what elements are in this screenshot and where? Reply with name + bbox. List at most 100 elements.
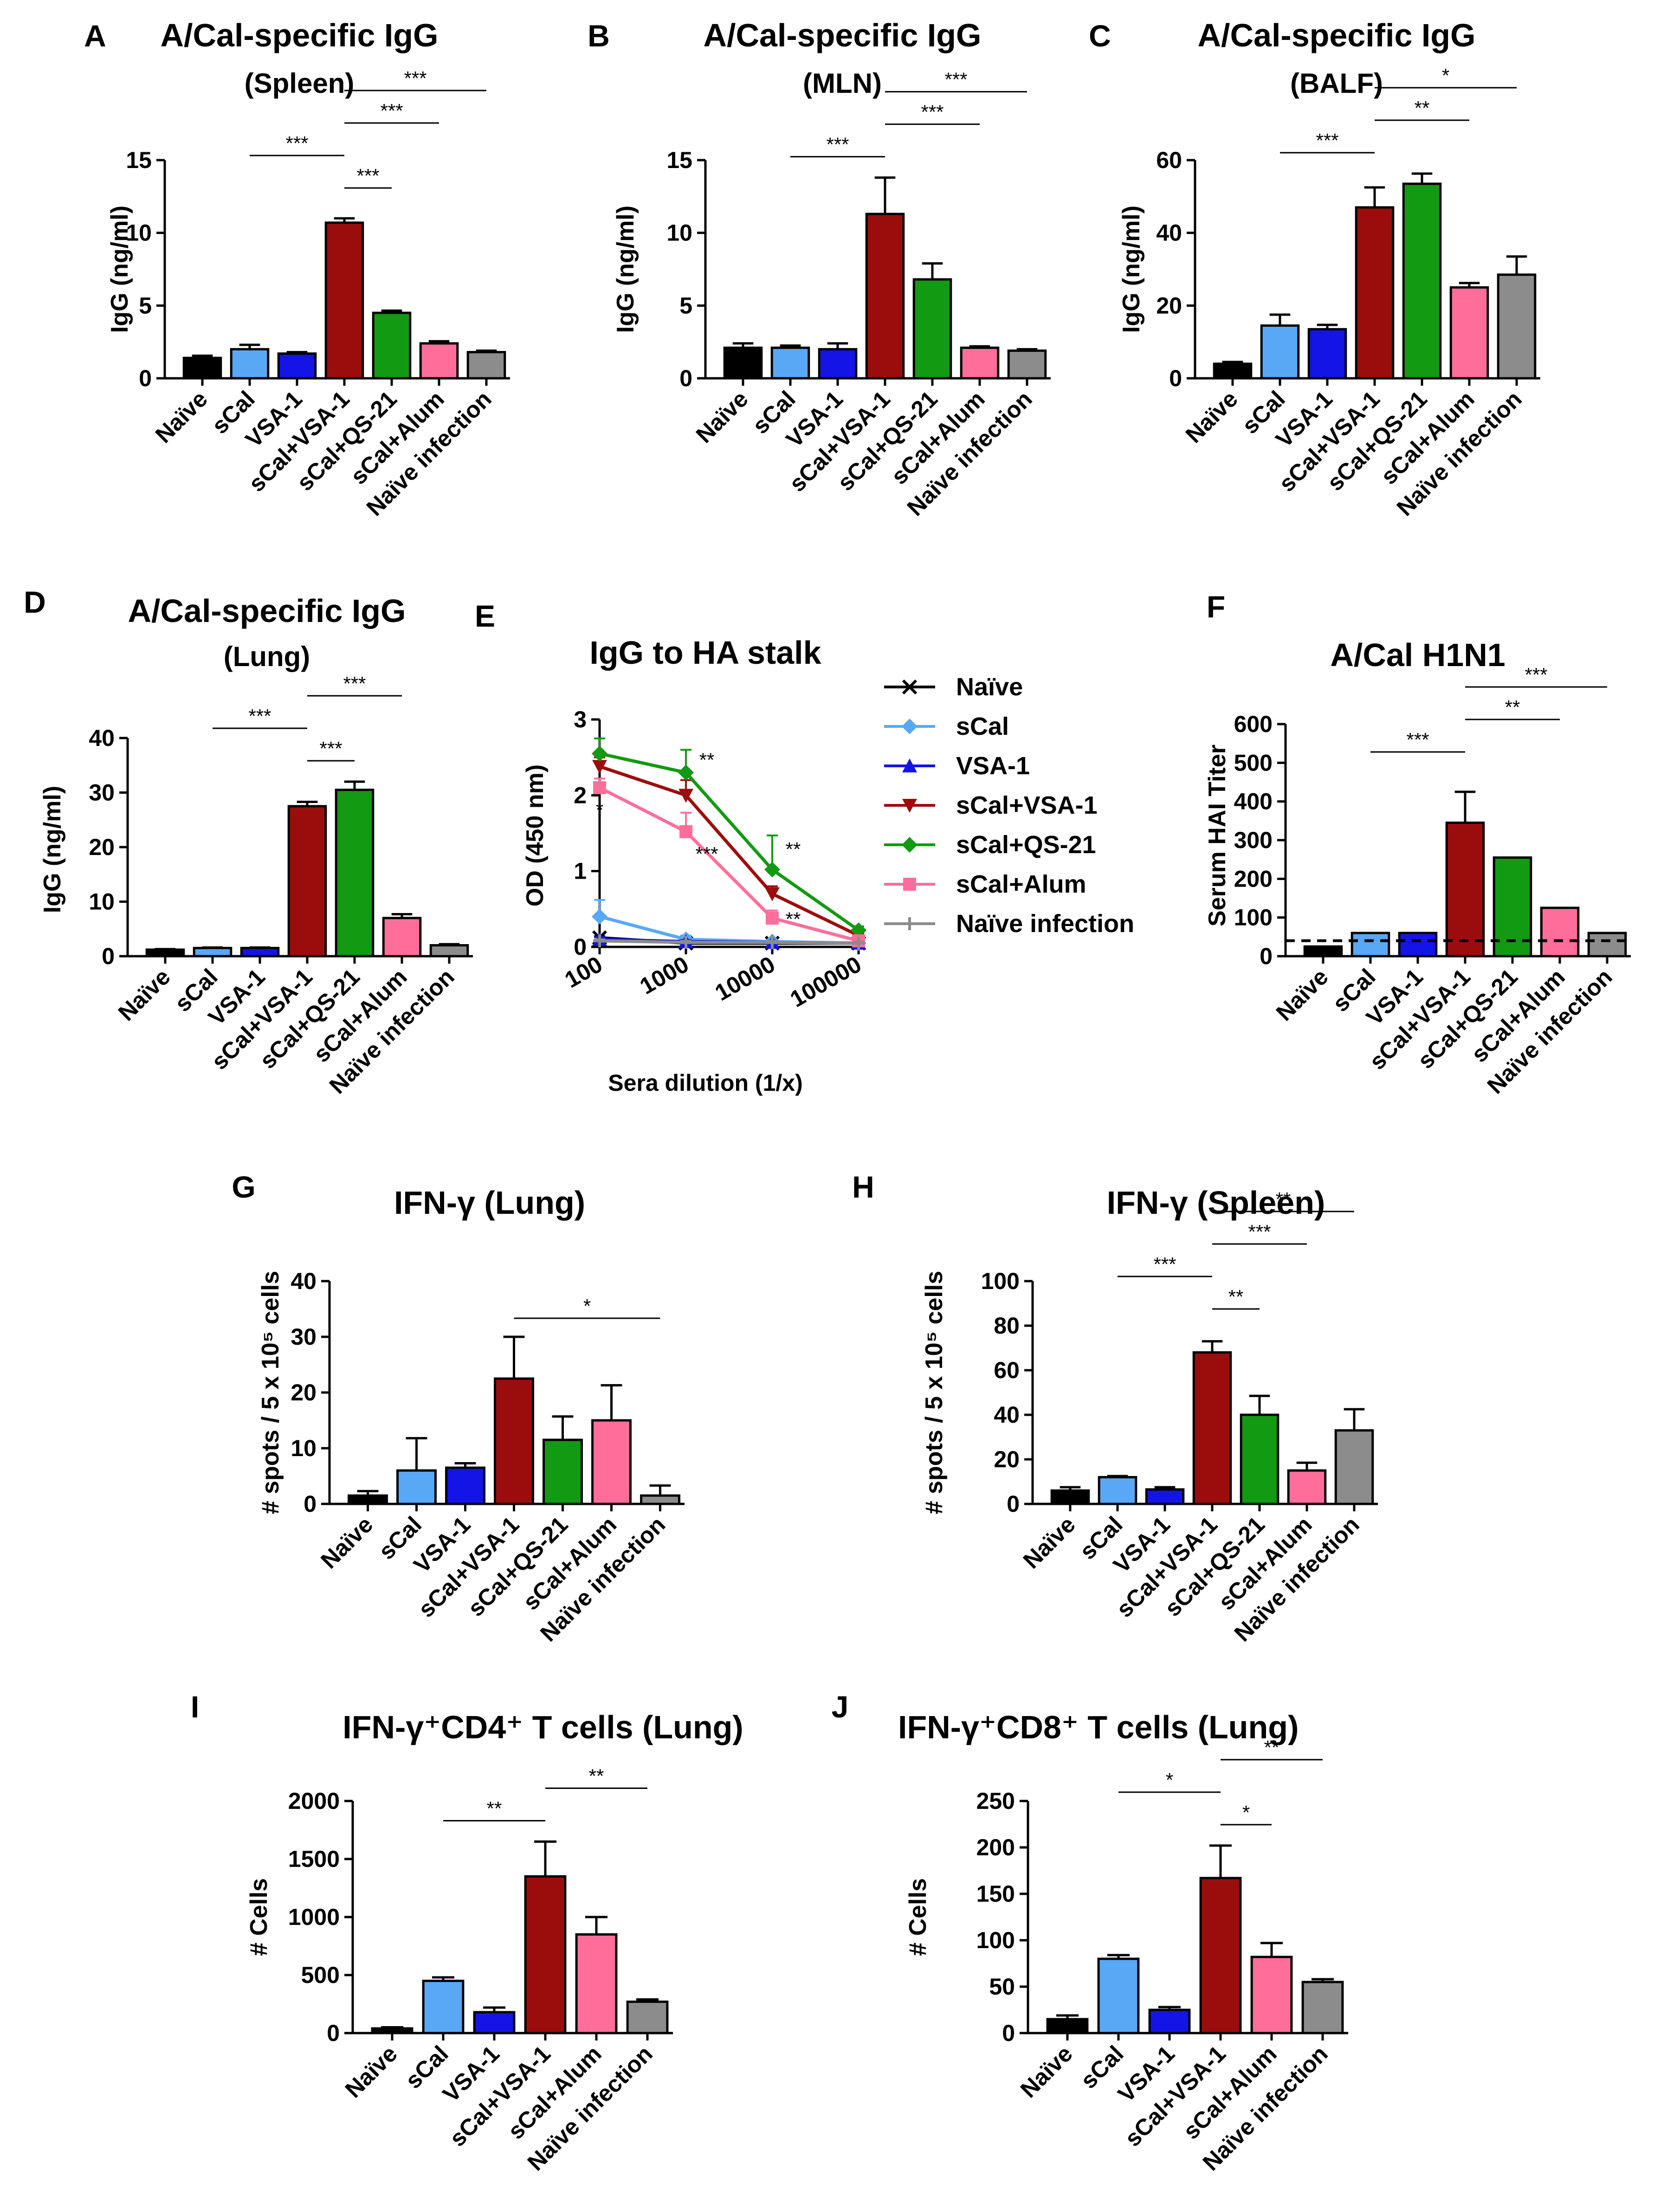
chart-title: A/Cal-specific IgG	[703, 17, 981, 53]
legend-entry: sCal+VSA-1	[884, 791, 1098, 819]
y-tick-label: 500	[301, 1962, 340, 1988]
data-point	[679, 936, 692, 949]
bar	[1287, 1469, 1327, 1505]
y-tick-label: 2	[574, 782, 587, 808]
series	[593, 934, 865, 950]
significance-label: **	[589, 1765, 604, 1787]
bar	[466, 351, 506, 380]
data-point	[903, 917, 916, 930]
bar	[1250, 1956, 1293, 2034]
bar	[543, 1438, 583, 1505]
panel-label: D	[24, 585, 46, 619]
data-point	[902, 719, 918, 734]
data-point	[902, 758, 917, 772]
bar	[865, 213, 905, 380]
bar	[193, 946, 233, 958]
y-tick-label: 30	[89, 780, 115, 806]
bar	[1445, 822, 1485, 958]
y-tick-label: 0	[1260, 943, 1273, 969]
y-axis-label: IgG (ng/ml)	[106, 206, 133, 333]
bar	[1334, 1429, 1374, 1505]
bar	[1192, 1351, 1232, 1505]
panel-label: I	[191, 1690, 199, 1724]
significance-label: **	[1415, 97, 1430, 119]
bar	[1402, 182, 1442, 380]
significance-label: *	[596, 799, 603, 821]
y-tick-label: 15	[666, 147, 692, 173]
bar	[1497, 273, 1537, 380]
significance-label: ***	[380, 100, 403, 122]
y-tick-label: 100	[976, 1927, 1015, 1953]
data-point	[592, 745, 607, 762]
significance-label: **	[1276, 1188, 1291, 1210]
bar	[1398, 932, 1438, 958]
bar	[287, 805, 327, 958]
chart-title: IFN-γ⁺CD8⁺ T cells (Lung)	[898, 1709, 1299, 1745]
significance-label: **	[487, 1798, 502, 1820]
chart-title: A/Cal-specific IgG	[1197, 17, 1475, 53]
bar	[348, 1494, 388, 1505]
panel-label: E	[475, 599, 495, 633]
bar	[591, 1419, 632, 1505]
y-axis-label: IgG (ng/ml)	[1118, 206, 1145, 333]
bar	[473, 2011, 516, 2034]
data-point	[679, 825, 692, 838]
bar	[324, 221, 364, 380]
chart-title: A/Cal-specific IgG	[128, 593, 406, 629]
panel-label: B	[588, 19, 610, 53]
chart-subtitle: (BALF)	[1290, 68, 1383, 99]
panel-label: C	[1089, 19, 1111, 53]
bar	[382, 917, 422, 958]
y-tick-label: 0	[1002, 2020, 1015, 2046]
data-point	[851, 922, 866, 939]
bar	[626, 2001, 669, 2034]
x-axis-label: Sera dilution (1/x)	[608, 1070, 803, 1096]
legend-entry: VSA-1	[884, 752, 1030, 780]
bar	[524, 1875, 567, 2034]
bar	[1260, 324, 1300, 380]
chart-title: IFN-γ (Spleen)	[1107, 1185, 1325, 1221]
y-axis-label: IgG (ng/ml)	[39, 786, 66, 913]
bar	[182, 356, 222, 380]
y-tick-label: 0	[1169, 365, 1182, 391]
significance-label: ***	[343, 673, 366, 694]
legend-label: sCal+QS-21	[956, 831, 1096, 859]
legend-label: sCal	[956, 713, 1009, 740]
y-tick-label: 60	[1156, 147, 1182, 173]
chart-title: IgG to HA stalk	[589, 635, 821, 671]
significance-label: ***	[1316, 130, 1338, 151]
series-line	[599, 786, 859, 943]
panel-label: J	[832, 1690, 849, 1724]
legend-label: Naïve	[956, 673, 1023, 701]
bar	[575, 1933, 618, 2034]
y-tick-label: 20	[994, 1446, 1020, 1472]
legend-entry: sCal	[884, 713, 1009, 740]
bar	[1449, 286, 1489, 380]
legend-entry: Naïve infection	[884, 910, 1134, 938]
bar	[640, 1494, 680, 1505]
significance-label: *	[1242, 1801, 1250, 1823]
y-axis-label: OD (450 nm)	[522, 764, 549, 907]
chart-title: IFN-γ (Lung)	[394, 1185, 585, 1221]
y-axis-label: # spots / 5 x 10⁵ cells	[257, 1271, 284, 1515]
significance-label: ***	[944, 69, 967, 91]
y-tick-label: 100	[1234, 905, 1273, 931]
y-tick-label: 60	[994, 1357, 1020, 1383]
y-tick-label: 1	[574, 858, 587, 884]
y-tick-label: 40	[291, 1268, 317, 1294]
chart-e: E IgG to HA stalk OD (450 nm) Sera dilution…	[475, 599, 1134, 1096]
significance-label: *	[583, 1295, 591, 1317]
bar	[1046, 2018, 1089, 2034]
significance-label: **	[699, 749, 715, 771]
significance-label: ***	[921, 101, 943, 123]
bar	[1307, 328, 1347, 380]
panel-label: G	[232, 1170, 255, 1204]
significance-label: ***	[1525, 664, 1547, 686]
chart-subtitle: (Lung)	[224, 641, 310, 672]
data-point	[678, 789, 693, 803]
bar	[1007, 349, 1047, 380]
y-tick-label: 0	[574, 934, 587, 960]
bar	[445, 1466, 485, 1505]
significance-label: **	[786, 838, 801, 860]
significance-label: **	[1264, 1736, 1279, 1758]
